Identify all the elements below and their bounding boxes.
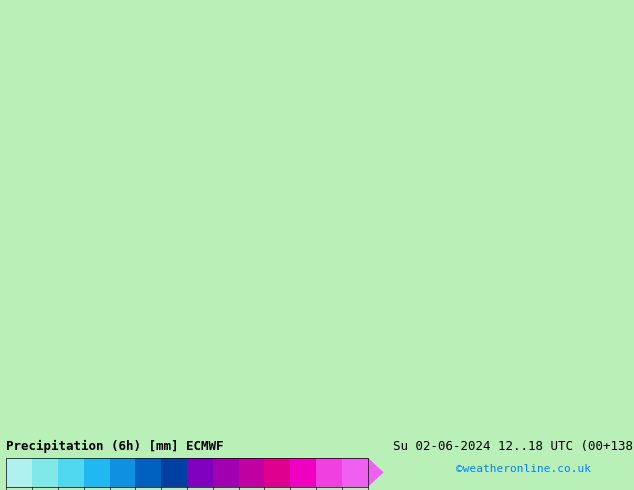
Bar xyxy=(6,458,32,487)
Bar xyxy=(84,458,110,487)
Bar xyxy=(187,458,213,487)
Bar xyxy=(136,458,161,487)
Bar xyxy=(6,458,368,487)
Bar xyxy=(58,458,84,487)
Bar xyxy=(32,458,58,487)
Bar xyxy=(342,458,368,487)
Bar xyxy=(316,458,342,487)
Polygon shape xyxy=(368,458,384,487)
Bar xyxy=(110,458,136,487)
Text: Su 02-06-2024 12..18 UTC (00+138): Su 02-06-2024 12..18 UTC (00+138) xyxy=(393,440,634,453)
Bar xyxy=(161,458,187,487)
Bar xyxy=(238,458,264,487)
Bar xyxy=(264,458,290,487)
Bar xyxy=(290,458,316,487)
Bar xyxy=(213,458,238,487)
Text: Precipitation (6h) [mm] ECMWF: Precipitation (6h) [mm] ECMWF xyxy=(6,440,224,453)
Text: ©weatheronline.co.uk: ©weatheronline.co.uk xyxy=(456,465,592,474)
